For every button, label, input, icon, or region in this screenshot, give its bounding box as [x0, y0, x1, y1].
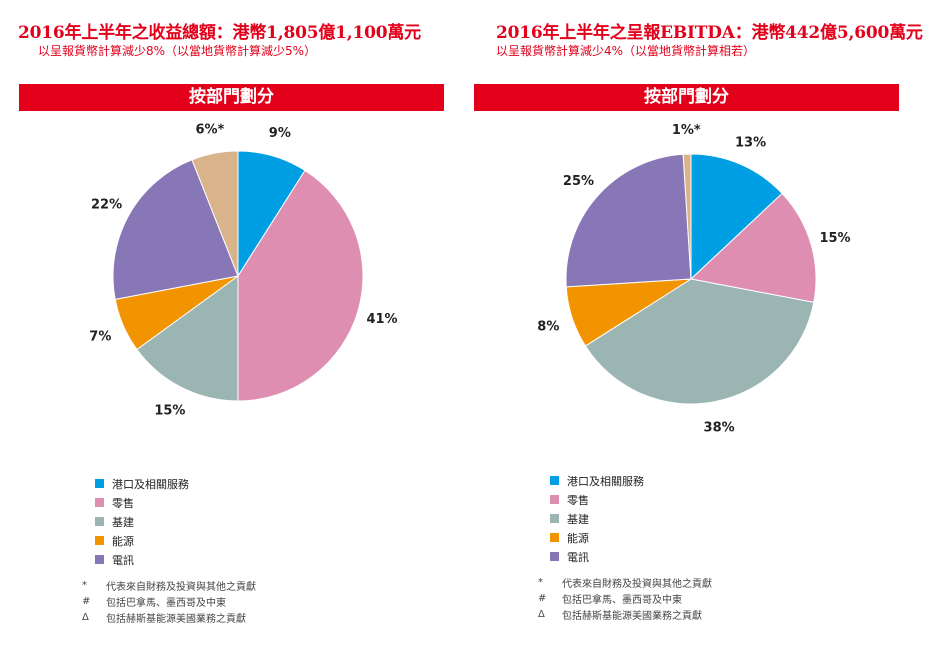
- legend-label: 電訊: [567, 550, 589, 564]
- legend-item: 港口及相關服務: [95, 474, 189, 493]
- legend-swatch: [95, 479, 104, 488]
- chart-legend: 港口及相關服務 零售 基建 能源 電訊: [550, 471, 644, 566]
- legend-label: 零售: [567, 493, 589, 507]
- legend-swatch: [550, 552, 559, 561]
- footnote-text: 包括巴拿馬、墨西哥及中東: [106, 597, 226, 609]
- pie-slice-label: 15%: [819, 231, 850, 246]
- legend-swatch: [95, 536, 104, 545]
- footnote: Δ 包括赫斯基能源美國業務之貢獻: [538, 606, 712, 622]
- footnote-symbol: #: [82, 595, 91, 607]
- pie-slice: [237, 169, 364, 402]
- pie-slice-label: 15%: [154, 404, 185, 419]
- legend-label: 零售: [112, 496, 134, 510]
- footnote-text: 代表來自財務及投資與其他之貢獻: [562, 578, 712, 590]
- legend-swatch: [95, 517, 104, 526]
- footnotes: * 代表來自財務及投資與其他之貢獻 # 包括巴拿馬、墨西哥及中東 Δ 包括赫斯基能源美…: [538, 574, 712, 622]
- legend-swatch: [550, 514, 559, 523]
- pie-slice-label: 41%: [366, 312, 397, 327]
- panel-title: 2016年上半年之呈報EBITDA：港幣442億5,600萬元: [496, 23, 923, 43]
- legend-swatch: [550, 495, 559, 504]
- revenue-pie-chart: 9% 41% 15% 7% 22% 6%*: [89, 123, 397, 419]
- pie-slice: [191, 150, 239, 277]
- panel-title: 2016年上半年之收益總額：港幣1,805億1,100萬元: [18, 23, 421, 43]
- footnote: * 代表來自財務及投資與其他之貢獻: [538, 574, 712, 590]
- footnote-text: 包括赫斯基能源美國業務之貢獻: [562, 610, 702, 622]
- division-banner: 按部門劃分: [19, 84, 444, 111]
- pie-slice-label: 25%: [563, 174, 594, 189]
- chart-legend: 港口及相關服務 零售 基建 能源 電訊: [95, 474, 189, 569]
- legend-label: 能源: [112, 534, 134, 548]
- ebitda-panel: 2016年上半年之呈報EBITDA：港幣442億5,600萬元 以呈報貨幣計算減…: [474, 0, 934, 647]
- panel-subtitle: 以呈報貨幣計算減少4%（以當地貨幣計算相若）: [496, 44, 756, 58]
- footnote: * 代表來自財務及投資與其他之貢獻: [82, 577, 256, 593]
- footnote: # 包括巴拿馬、墨西哥及中東: [538, 590, 712, 606]
- footnote-symbol: *: [82, 579, 87, 591]
- legend-item: 基建: [95, 512, 189, 531]
- legend-item: 電訊: [95, 550, 189, 569]
- legend-label: 電訊: [112, 553, 134, 567]
- pie-slice-label: 13%: [735, 135, 766, 150]
- legend-swatch: [550, 476, 559, 485]
- legend-label: 能源: [567, 531, 589, 545]
- pie-slice: [682, 153, 692, 280]
- legend-label: 港口及相關服務: [112, 477, 189, 491]
- pie-slice-label: 1%*: [672, 123, 701, 138]
- legend-label: 基建: [112, 515, 134, 529]
- pie-slice-label: 7%: [89, 330, 111, 345]
- panel-subtitle: 以呈報貨幣計算減少8%（以當地貨幣計算減少5%）: [38, 44, 317, 58]
- footnote-text: 代表來自財務及投資與其他之貢獻: [106, 581, 256, 593]
- pie-slice-label: 38%: [704, 420, 735, 435]
- pie-slice-label: 9%: [269, 126, 291, 141]
- legend-item: 能源: [550, 528, 644, 547]
- footnote: Δ 包括赫斯基能源美國業務之貢獻: [82, 609, 256, 625]
- pie-slice: [136, 275, 239, 402]
- legend-label: 港口及相關服務: [567, 474, 644, 488]
- legend-item: 零售: [550, 490, 644, 509]
- pie-slice-label: 6%*: [195, 123, 224, 138]
- pie-slice: [565, 153, 692, 288]
- pie-slice-label: 22%: [91, 198, 122, 213]
- legend-item: 電訊: [550, 547, 644, 566]
- legend-item: 能源: [95, 531, 189, 550]
- legend-swatch: [550, 533, 559, 542]
- footnote: # 包括巴拿馬、墨西哥及中東: [82, 593, 256, 609]
- pie-slice: [689, 192, 817, 304]
- pie-slice-label: 8%: [537, 319, 559, 334]
- ebitda-pie-chart: 13% 15% 38% 8% 25% 1%*: [537, 123, 850, 435]
- pie-slice: [112, 159, 239, 301]
- footnote-symbol: Δ: [82, 611, 89, 623]
- footnote-symbol: Δ: [538, 608, 545, 620]
- legend-item: 零售: [95, 493, 189, 512]
- pie-slice: [690, 153, 783, 281]
- legend-item: 基建: [550, 509, 644, 528]
- legend-swatch: [95, 498, 104, 507]
- revenue-panel: 2016年上半年之收益總額：港幣1,805億1,100萬元 以呈報貨幣計算減少8…: [0, 0, 460, 647]
- division-banner: 按部門劃分: [474, 84, 899, 111]
- legend-item: 港口及相關服務: [550, 471, 644, 490]
- footnote-symbol: #: [538, 592, 547, 604]
- footnote-text: 包括赫斯基能源美國業務之貢獻: [106, 613, 246, 625]
- footnotes: * 代表來自財務及投資與其他之貢獻 # 包括巴拿馬、墨西哥及中東 Δ 包括赫斯基能源美…: [82, 577, 256, 625]
- footnote-text: 包括巴拿馬、墨西哥及中東: [562, 594, 682, 606]
- footnote-symbol: *: [538, 576, 543, 588]
- legend-label: 基建: [567, 512, 589, 526]
- legend-swatch: [95, 555, 104, 564]
